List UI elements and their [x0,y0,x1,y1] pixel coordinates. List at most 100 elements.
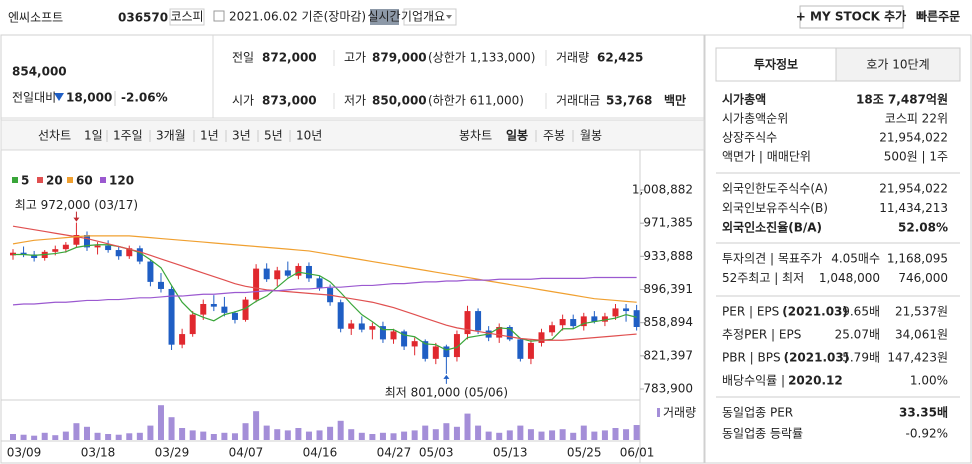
info-value: 코스피 22위 [885,112,948,126]
volume-bar [612,428,619,440]
quote-value: 873,000 [262,94,317,108]
candle-body [570,319,577,327]
candle-body [601,316,608,322]
volume-bar [348,429,355,440]
tab[interactable] [835,47,961,82]
candle-tab[interactable]: 주봉 [543,129,565,143]
right-panel [704,34,972,464]
candle-body [432,346,439,359]
info-value: 33.35배 [899,405,948,420]
candle-tab[interactable]: 일봉 [506,129,528,143]
legend-swatch [100,177,106,183]
legend-swatch [67,177,73,183]
x-tick-label: 04/07 [229,446,264,460]
candle-body [517,339,524,359]
volume-bar [274,429,281,440]
annotation: 최저 801,000 (05/06) [385,385,508,399]
y-tick-label: 896,391 [643,282,693,296]
legend-label: 60 [76,174,93,188]
y-tick-label: 933,888 [643,249,693,263]
candle-body [20,252,27,255]
info-value: 21,954,022 [879,131,948,145]
quick-order[interactable]: 빠른주문 [916,9,960,24]
ma-line [12,276,637,306]
candle-body [464,311,471,335]
candle-body [157,281,164,289]
volume-bar [538,431,545,440]
period-tab[interactable]: 3개월 [156,129,186,143]
candle-body [168,288,175,345]
candle-body [284,270,291,276]
period-tab[interactable]: 3년 [232,129,251,143]
period-tab[interactable]: 1일 [84,129,103,143]
legend-swatch [12,177,18,183]
x-tick-label: 06/01 [620,446,655,460]
side-tab[interactable]: 호가 10단계 [866,58,929,72]
candle-body [31,254,38,259]
info-label: 52주최고 | 최저 [722,271,804,285]
volume-bar [559,429,566,440]
candle-body [179,334,186,345]
period-tab[interactable]: 1주일 [113,129,143,143]
volume-bar [189,430,196,440]
info-value: 1.00% [910,374,948,388]
candle-body [390,331,397,340]
info-label: 액면가 | 매매단위 [722,150,811,164]
period-tab: 선차트 [38,129,71,143]
arrow-head [73,217,80,222]
info-label: 동일업종 등락률 [722,427,803,441]
volume-bar [83,426,90,440]
volume-bar [295,428,302,440]
x-tick-label: 05/13 [493,446,528,460]
volume-bar [41,432,48,440]
quote-label: 저가 [344,94,366,108]
volume-bar [601,430,608,440]
candle-body [295,265,302,276]
volume-bar [496,432,503,440]
candle-body [274,270,281,280]
info-label: 동일업종 PER [722,406,793,420]
side-tab[interactable]: 투자정보 [754,57,798,72]
quote-value: 879,000 [372,51,427,65]
period-tab[interactable]: 10년 [296,129,322,143]
candle-tab[interactable]: 월봉 [580,129,602,143]
ma-line [12,225,637,341]
info-label: PBR | BPS [722,351,781,365]
candle-body [94,245,101,248]
candle-body [422,341,429,359]
info-label: 외국인보유주식수(B) [722,201,828,215]
volume-bar [263,425,270,440]
period-tab[interactable]: 5년 [264,129,283,143]
info-sub: 2020.12 [788,374,843,388]
overview-button[interactable] [403,8,457,26]
volume-bar [115,434,122,440]
overview[interactable]: 기업개요 [401,10,445,24]
quote-note: (하한가 611,000) [428,94,524,108]
mystock-button[interactable] [799,5,904,29]
volume-bar [390,433,397,440]
quote-value: 62,425 [597,51,643,65]
info-value: 18조 7,487억원 [856,93,948,107]
candle-body [443,346,450,358]
candle-body [147,261,154,282]
volume-label: 거래량 [663,406,696,420]
volume-bar [305,431,312,440]
candle-body [612,308,619,317]
candle-body [559,319,566,326]
info-label: 시가총액 [722,92,766,107]
mystock[interactable]: + MY STOCK 추가 [796,9,906,24]
candle-body [62,244,69,250]
x-tick-label: 05/25 [567,446,602,460]
legend-label: 20 [46,174,63,188]
tab-active[interactable] [715,47,837,82]
volume-bar [62,431,69,440]
realtime[interactable]: 실시간 [367,10,400,24]
volume-bar [20,434,27,440]
quote-value: 53,768 [606,94,652,108]
candle-body [242,299,249,320]
legend-label: 120 [109,174,134,188]
volume-bar [242,423,249,440]
down-icon [54,93,64,101]
period-tab[interactable]: 1년 [200,129,219,143]
realtime-badge[interactable] [370,9,399,25]
